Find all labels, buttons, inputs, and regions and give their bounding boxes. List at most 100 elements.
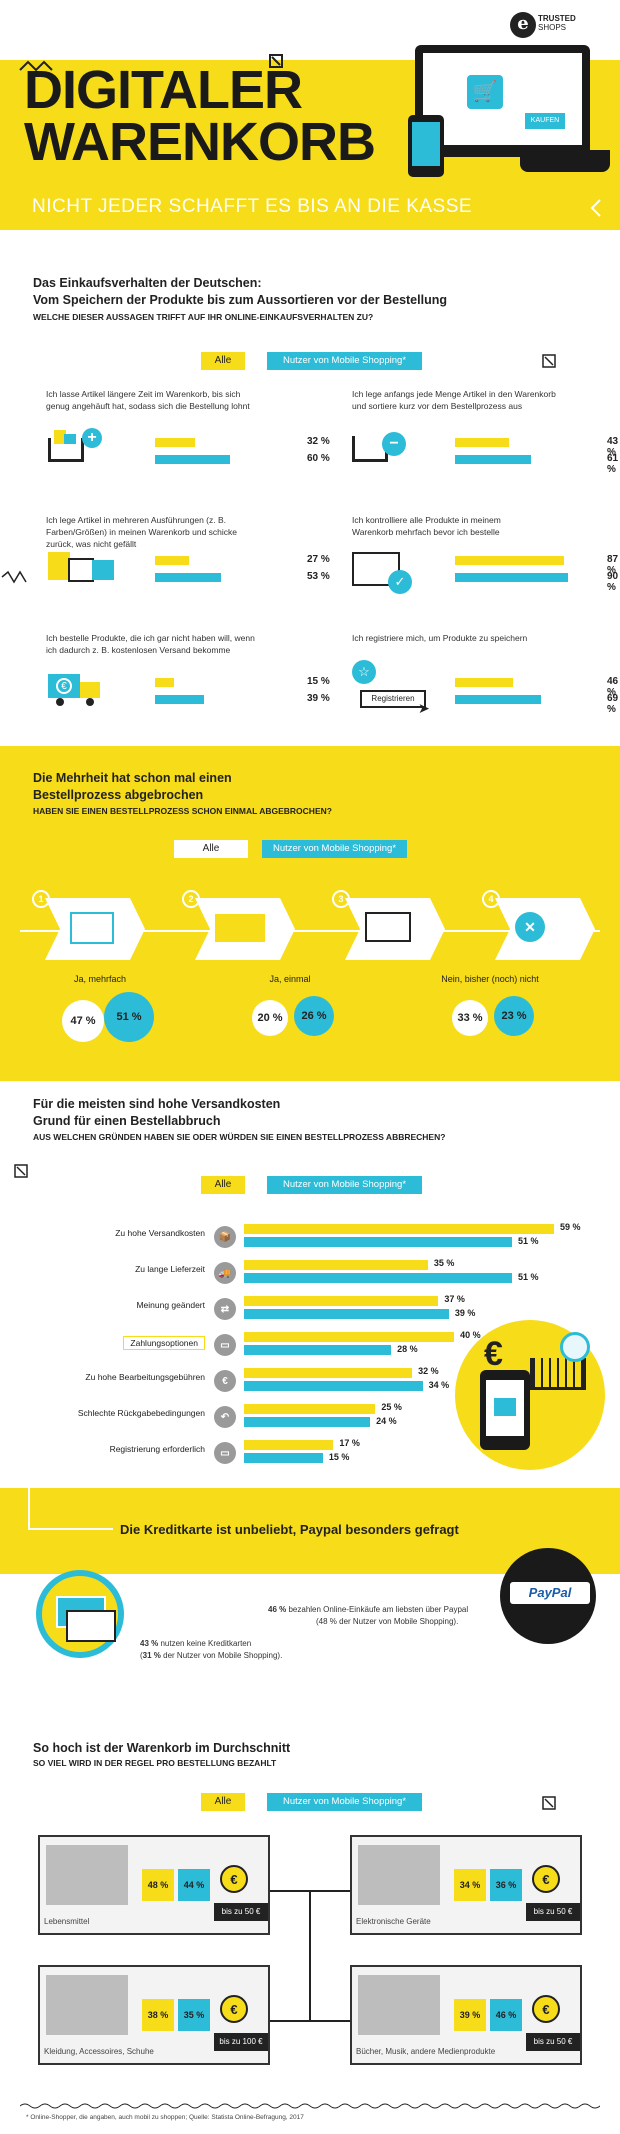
cart-screen-icon: 🛒 (467, 75, 503, 109)
euro-symbol: € (484, 1335, 503, 1373)
expand-icon-3 (542, 1796, 556, 1810)
chart-label-mobile-4: 28 % (397, 1344, 418, 1354)
chart-bar-mobile-1 (244, 1237, 512, 1247)
chart-label-mobile-7: 15 % (328, 1452, 350, 1462)
chart-label-all-1: 59 % (560, 1222, 581, 1232)
kaufen-button: KAUFEN (525, 113, 565, 129)
basket-coin-4: € (532, 1995, 560, 2023)
paypal-stat: 46 % bezahlen Online-Einkäufe am liebste… (268, 1605, 469, 1626)
step-box-4 (495, 898, 595, 960)
bar-all-1 (155, 438, 195, 447)
category-label-4: Zahlungsoptionen (123, 1336, 205, 1350)
bar-all-3 (155, 556, 189, 565)
credit-card-icon-2 (66, 1610, 116, 1642)
basket-all-1: 48 % (142, 1869, 174, 1901)
basket-all-4: 39 % (454, 1999, 486, 2031)
clothes-return-icon (48, 548, 118, 592)
bar-mobile-1 (155, 455, 230, 464)
label-mobile-4: 90 % (607, 571, 619, 593)
basket-mobile-1: 44 % (178, 1869, 210, 1901)
category-label-5: Zu hohe Bearbeitungsgebühren (85, 1372, 205, 1382)
section2-title: Die Mehrheit hat schon mal einen Bestell… (33, 771, 232, 802)
answer-all-1: 47 % (62, 1000, 104, 1042)
basket-label-4: Bücher, Musik, andere Medienprodukte (356, 2047, 496, 2056)
basket-photo-3 (46, 1975, 128, 2035)
chart-bar-all-6 (244, 1404, 376, 1414)
paypal-logo: PayPal (510, 1582, 590, 1604)
basket-amount-3: bis zu 100 € (214, 2033, 268, 2051)
basket-amount-4: bis zu 50 € (526, 2033, 580, 2051)
bar-all-4 (455, 556, 564, 565)
answer-all-2: 20 % (252, 1000, 288, 1036)
basket-amount-2: bis zu 50 € (526, 1903, 580, 1921)
chart-bar-mobile-4 (244, 1345, 392, 1355)
legend-mobile: Nutzer von Mobile Shopping* (267, 352, 422, 370)
section2-question: HABEN SIE EINEN BESTELLPROZESS SCHON EIN… (33, 806, 332, 816)
category-icon-3: ⇄ (214, 1298, 236, 1320)
bar-mobile-3 (155, 573, 222, 582)
basket-mobile-4: 46 % (490, 1999, 522, 2031)
legend-all-3: Alle (201, 1176, 245, 1194)
category-label-3: Meinung geändert (136, 1300, 205, 1310)
label-all-1: 32 % (307, 436, 330, 447)
label-mobile-2: 61 % (607, 453, 619, 475)
step-box-1 (45, 898, 145, 960)
basket-connector-v (309, 1890, 311, 2022)
basket-coin-1: € (220, 1865, 248, 1893)
step-icon-card (365, 912, 411, 942)
label-mobile-5: 39 % (307, 693, 330, 704)
category-icon-6: ↶ (214, 1406, 236, 1428)
phone-hand-icon (480, 1370, 530, 1450)
item-text-5: Ich bestelle Produkte, die ich gar nicht… (46, 633, 255, 655)
connector-line-h (28, 1528, 113, 1530)
answer-mobile-1: 51 % (104, 992, 154, 1042)
basket-amount-1: bis zu 50 € (214, 1903, 268, 1921)
expand-icon-2 (14, 1164, 28, 1178)
chart-label-all-7: 17 % (339, 1438, 360, 1448)
section3-question: AUS WELCHEN GRÜNDEN HABEN SIE ODER WÜRDE… (33, 1132, 446, 1142)
footer-squiggle (20, 2103, 600, 2109)
hand-illustration (520, 150, 610, 172)
section5-title: So hoch ist der Warenkorb im Durchschnit… (33, 1741, 291, 1755)
chart-label-mobile-1: 51 % (517, 1236, 539, 1246)
chart-bar-mobile-5 (244, 1381, 423, 1391)
label-mobile-6: 69 % (607, 693, 619, 715)
category-icon-2: 🚚 (214, 1262, 236, 1284)
label-mobile-3: 53 % (307, 571, 330, 582)
basket-photo-1 (46, 1845, 128, 1905)
steps-line (20, 930, 600, 932)
chart-bar-mobile-2 (244, 1273, 512, 1283)
chart-label-all-6: 25 % (381, 1402, 402, 1412)
answer-all-3: 33 % (452, 1000, 488, 1036)
logo-text: TRUSTED SHOPS (538, 14, 576, 32)
section3-title: Für die meisten sind hohe Versandkosten … (33, 1097, 281, 1128)
item-text-6: Ich registriere mich, um Produkte zu spe… (352, 633, 528, 643)
expand-icon (542, 354, 556, 368)
section1-question: WELCHE DIESER AUSSAGEN TRIFFT AUF IHR ON… (33, 312, 374, 322)
category-icon-4: ▭ (214, 1334, 236, 1356)
label-all-5: 15 % (307, 676, 330, 687)
basket-all-3: 38 % (142, 1999, 174, 2031)
chart-label-mobile-3: 39 % (454, 1308, 476, 1318)
truck-euro-icon: € (48, 670, 114, 714)
chart-label-all-5: 32 % (418, 1366, 439, 1376)
category-label-6: Schlechte Rückgabebedingungen (77, 1408, 205, 1418)
chart-bar-all-7 (244, 1440, 334, 1450)
basket-icon (530, 1358, 586, 1390)
item-text-2: Ich lege anfangs jede Menge Artikel in d… (352, 389, 556, 411)
label-all-3: 27 % (307, 554, 330, 565)
basket-label-2: Elektronische Geräte (356, 1917, 431, 1926)
bar-all-6 (455, 678, 513, 687)
browser-check-icon: ✓ (352, 548, 416, 594)
chart-label-all-2: 35 % (433, 1258, 455, 1268)
footer-note: * Online-Shopper, die angaben, auch mobi… (26, 2114, 304, 2121)
item-text-4: Ich kontrolliere alle Produkte in meinem… (352, 515, 501, 537)
item-text-3: Ich lege Artikel in mehreren Ausführunge… (46, 515, 238, 549)
section4-title: Die Kreditkarte ist unbeliebt, Paypal be… (120, 1522, 459, 1537)
basket-photo-2 (358, 1845, 440, 1905)
bar-mobile-2 (455, 455, 532, 464)
step-icon-truck (215, 914, 265, 942)
step-icon-close: ✕ (515, 912, 545, 942)
page-title: DIGITALER WARENKORB (24, 60, 376, 172)
cart-plus-icon: + (48, 428, 102, 468)
